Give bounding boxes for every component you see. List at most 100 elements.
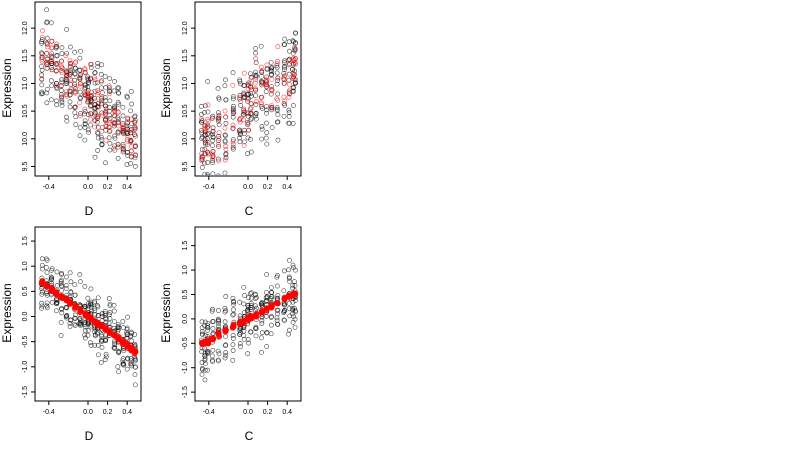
panel-top-right-observed-point: [253, 69, 259, 75]
panel-top-right-observed-point: [274, 105, 280, 110]
panel-bottom-left-observed-point: [54, 283, 60, 288]
panel-bottom-left-observed-point: [82, 335, 88, 341]
panel-top-left-observed-point: [125, 115, 131, 121]
panel-top-right-fitted-point: [223, 146, 229, 152]
panel-top-right-fitted-point: [259, 80, 265, 86]
panel-bottom-right-observed-point: [253, 305, 259, 311]
panel-top-left-observed-point: [39, 67, 45, 73]
panel-top-right-observed-point: [215, 115, 221, 121]
panel-top-left-fitted-point: [59, 94, 65, 100]
panel-top-right-observed-point: [216, 173, 221, 175]
panel-bottom-right-observed-point: [275, 292, 281, 298]
panel-top-left-fitted-point: [72, 89, 78, 95]
panel-bottom-left-observed-point: [121, 362, 127, 368]
panel-top-left-fitted-point: [112, 109, 118, 114]
panel-bottom-right-observed-point: [210, 306, 215, 312]
panel-top-left-observed-point: [115, 90, 121, 96]
panel-top-left-fitted-point: [103, 137, 109, 143]
panel-top-left-fitted-point: [106, 124, 112, 130]
panel-top-right-observed-point: [237, 96, 243, 102]
panel-bottom-left-observed-point: [58, 279, 64, 284]
panel-top-right-observed-point: [205, 79, 211, 84]
panel-top-right-observed-point: [241, 131, 247, 136]
panel-bottom-right-observed-point: [241, 336, 247, 342]
panel-top-left-observed-point: [48, 20, 54, 26]
panel-top-right-observed-point: [253, 60, 259, 66]
panel-top-right-observed-point: [248, 117, 254, 122]
panel-bottom-right-observed-point: [222, 319, 228, 325]
panel-bottom-right-observed-point: [263, 314, 269, 319]
panel-top-right-fitted-point: [287, 87, 293, 93]
panel-top-right-observed-point: [264, 130, 270, 136]
panel-top-right-fitted-point: [293, 55, 298, 61]
panel-top-left-observed-point: [88, 122, 93, 128]
panel-top-left-observed-point: [107, 141, 113, 146]
panel-top-left-observed-point: [95, 100, 101, 106]
panel-top-left-observed-point: [116, 85, 122, 91]
panel-top-right-fitted-point: [264, 82, 269, 88]
panel-top-right-fitted-point: [246, 127, 251, 133]
panel-bottom-left-observed-point: [107, 316, 113, 322]
panel-top-right-fitted-point: [205, 140, 211, 146]
panel-top-left-fitted-point: [85, 76, 91, 82]
panel-top-right-observed-point: [216, 144, 221, 149]
panel-top-left-observed-point: [39, 51, 45, 57]
panel-bottom-right-observed-point: [202, 353, 207, 359]
panel-top-left-observed-point: [102, 74, 108, 79]
panel-bottom-right-observed-point: [199, 331, 205, 337]
panel-top-right-observed-point: [245, 120, 251, 125]
panel-top-left-fitted-point: [54, 60, 60, 66]
panel-top-left-fitted-point: [78, 113, 83, 119]
panel-bottom-right-observed-point: [274, 274, 280, 280]
panel-bottom-left-observed-point: [64, 313, 70, 318]
panel-bottom-right-observed-point: [209, 319, 215, 325]
panel-top-right-observed-point: [275, 78, 281, 83]
panel-top-right-observed-point: [287, 48, 292, 54]
panel-bottom-left-observed-point: [128, 331, 134, 336]
panel-bottom-right-observed-point: [205, 328, 210, 333]
panel-bottom-left-observed-point: [85, 306, 91, 312]
panel-top-left-fitted-point: [54, 41, 60, 47]
panel-bottom-right-observed-point: [241, 301, 247, 307]
panel-top-right-observed-point: [282, 65, 287, 71]
panel-top-left-observed-point: [120, 142, 126, 147]
panel-bottom-right-observed-point: [230, 312, 236, 318]
panel-bottom-right-observed-point: [287, 327, 292, 333]
panel-top-left-fitted-point: [64, 70, 70, 76]
panel-top-left-observed-point: [95, 64, 101, 70]
panel-top-left-fitted-point: [133, 126, 138, 132]
panel-top-right-observed-point: [259, 126, 265, 132]
panel-bottom-right-observed-point: [287, 313, 293, 319]
panel-top-left-fitted-point: [115, 141, 121, 147]
panel-bottom-right-observed-point: [264, 289, 269, 295]
panel-bottom-right-observed-point: [292, 316, 298, 322]
panel-top-right-fitted-point: [252, 80, 258, 86]
panel-bottom-right-observed-point: [268, 331, 274, 337]
panel-bottom-right-observed-point: [202, 377, 208, 383]
panel-bottom-right-observed-point: [237, 299, 243, 305]
panel-top-left-fitted-point: [85, 94, 91, 100]
panel-bottom-right-observed-point: [291, 314, 297, 320]
panel-bottom-left-fitted-point: [49, 285, 56, 292]
panel-top-right-y-tick-label: 11.0: [182, 77, 189, 90]
panel-bottom-left-observed-point: [98, 360, 104, 366]
panel-top-right-fitted-point: [205, 117, 210, 122]
panel-bottom-right-observed-point: [230, 357, 236, 363]
panel-bottom-left-observed-point: [92, 342, 98, 348]
panel-top-left-fitted-point: [59, 70, 65, 75]
panel-top-right-observed-point: [264, 141, 270, 147]
panel-top-left-fitted-point: [125, 133, 130, 139]
panel-top-left-fitted-point: [49, 45, 55, 51]
panel-bottom-left-observed-point: [92, 298, 98, 304]
panel-top-left-observed-point: [95, 130, 101, 135]
panel-top-right-fitted-point: [210, 149, 216, 154]
panel-top-right-observed-point: [290, 38, 296, 44]
panel-top-right-fitted-point: [259, 94, 265, 100]
panel-bottom-left-observed-point: [67, 320, 73, 326]
panel-top-left-fitted-point: [133, 152, 138, 157]
panel-top-right-fitted-point: [202, 137, 208, 143]
panel-top-left-observed-point: [107, 116, 113, 121]
panel-top-right-observed-point: [223, 97, 229, 103]
panel-top-right-observed-point: [248, 149, 254, 155]
